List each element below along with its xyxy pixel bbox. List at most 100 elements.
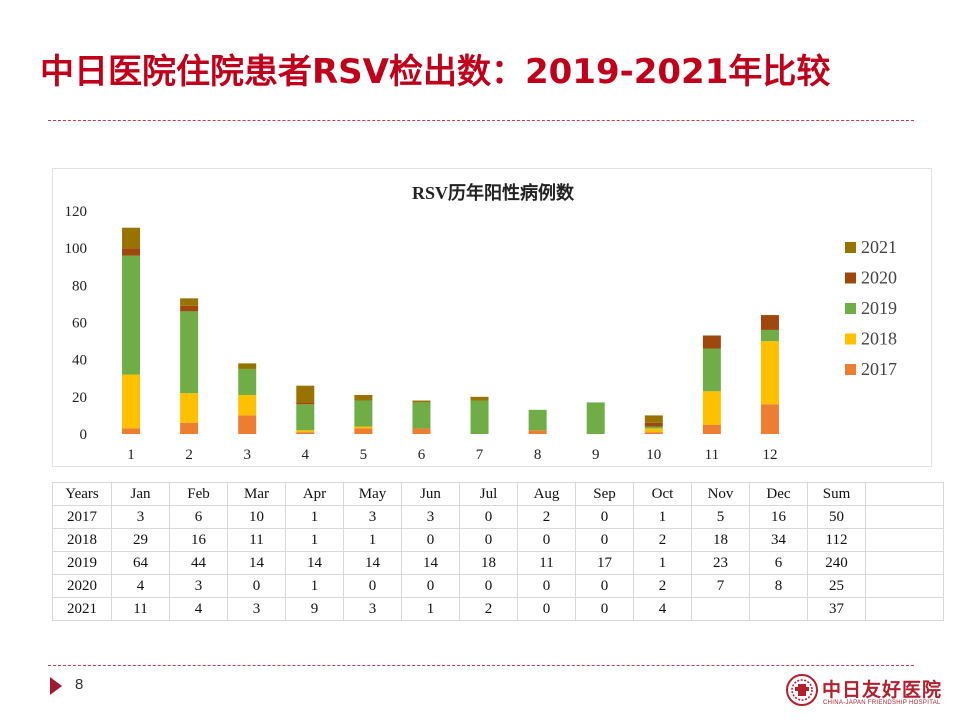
legend-swatch-2020 [845,272,856,284]
table-header-row: Years Jan Feb Mar Apr May Jun Jul Aug Sep Oct Nov De… [52,482,944,506]
table-cell: 14 [227,551,286,575]
table-empty-cell [865,574,944,598]
x-tick-label: 10 [646,447,661,463]
table-cell: 18 [459,551,518,575]
table-cell: 0 [517,597,576,621]
bar-segment-2020-10 [644,422,663,427]
table-cell: 1 [633,551,692,575]
table-cell: 16 [169,528,228,552]
table-header-cell: May [343,482,402,506]
legend-label-2021: 2021 [861,237,897,257]
x-tick-label: 2 [185,447,193,463]
x-tick-label: 4 [302,447,310,463]
table-cell: 10 [227,505,286,529]
table-row: 2017 3 6 10 1 3 3 0 2 0 1 5 16 50 [52,505,944,529]
bar-segment-2019-7 [470,400,489,434]
table-cell: 2019 [52,551,112,575]
table-cell: 17 [575,551,634,575]
table-cell: 3 [401,505,460,529]
bar-segment-2021-7 [470,396,489,401]
hospital-logo-icon [786,674,818,706]
x-tick-label: 5 [360,447,368,463]
bar-segment-2019-11 [702,348,721,392]
table-header-cell: Nov [691,482,750,506]
bar-segment-2017-1 [122,428,141,434]
table-cell: 4 [111,574,170,598]
table-row: 2021 11 4 3 9 3 1 2 0 0 4 37 [52,597,944,621]
table-cell: 0 [459,528,518,552]
table-cell: 6 [169,505,228,529]
bar-segment-2019-4 [296,404,315,431]
x-tick-label: 6 [418,447,426,463]
bar-segment-2018-2 [180,393,199,423]
table-cell: 4 [633,597,692,621]
table-header-cell: Dec [749,482,808,506]
table-cell: 0 [575,528,634,552]
table-cell: 8 [749,574,808,598]
bar-segment-2018-1 [122,374,141,429]
table-cell: 3 [343,505,402,529]
table-header-cell: Sep [575,482,634,506]
x-tick-label: 8 [534,447,542,463]
table-cell: 7 [691,574,750,598]
table-cell: 11 [517,551,576,575]
bar-segment-2017-6 [412,428,431,434]
bar-segment-2018-10 [644,428,663,433]
hospital-logo-text: 中日友好医院 [822,679,943,701]
data-table: Years Jan Feb Mar Apr May Jun Jul Aug Sep Oct Nov De… [52,482,944,621]
bar-segment-2020-2 [180,305,199,312]
table-row: 2018 29 16 11 1 1 0 0 0 0 2 18 34 112 [52,528,944,552]
table-cell: 0 [575,597,634,621]
x-tick-label: 7 [476,447,484,463]
bar-segment-2021-4 [296,385,315,403]
bar-segment-2018-11 [702,391,721,425]
bar-segment-2018-12 [760,341,779,405]
bar-segment-2019-5 [354,400,373,427]
table-cell: 44 [169,551,228,575]
legend-swatch-2018 [845,333,856,345]
table-cell: 6 [749,551,808,575]
bar-segment-2017-3 [238,415,257,434]
bar-segment-2019-1 [122,255,141,375]
bar-segment-2019-12 [760,329,779,342]
table-cell: 0 [575,574,634,598]
table-cell: 0 [401,574,460,598]
table-cell: 240 [807,551,866,575]
table-cell [691,597,750,621]
x-tick-label: 12 [762,447,777,463]
table-cell: 29 [111,528,170,552]
bar-segment-2018-3 [238,394,257,416]
x-tick-label: 1 [127,447,134,463]
table-cell: 2 [459,597,518,621]
legend-label-2017: 2017 [861,359,897,379]
bar-segment-2019-8 [528,409,547,431]
bars-group [122,227,779,434]
table-cell: 2 [517,505,576,529]
table-empty-cell [865,597,944,621]
y-tick-label: 120 [65,204,88,220]
table-cell: 14 [343,551,402,575]
table-cell: 0 [401,528,460,552]
table-row: 2020 4 3 0 1 0 0 0 0 0 2 7 8 25 [52,574,944,598]
bar-segment-2021-3 [238,363,257,369]
bar-segment-2019-3 [238,368,257,395]
table-cell: 0 [459,574,518,598]
bar-segment-2017-2 [180,422,199,434]
table-cell: 37 [807,597,866,621]
bar-segment-2020-12 [760,315,779,330]
table-cell: 2021 [52,597,112,621]
table-header-cell: Years [52,482,112,506]
table-header-cell: Aug [517,482,576,506]
x-tick-label: 9 [592,447,600,463]
table-empty-cell [865,551,944,575]
bar-segment-2017-8 [528,430,547,434]
legend-label-2019: 2019 [861,298,897,318]
table-cell: 4 [169,597,228,621]
table-header-cell: Jan [111,482,170,506]
bar-segment-2019-10 [644,426,663,429]
y-tick-label: 20 [72,390,87,406]
legend-swatch-2021 [845,242,856,253]
table-header-cell: Sum [807,482,866,506]
x-tick-label: 3 [243,447,251,463]
